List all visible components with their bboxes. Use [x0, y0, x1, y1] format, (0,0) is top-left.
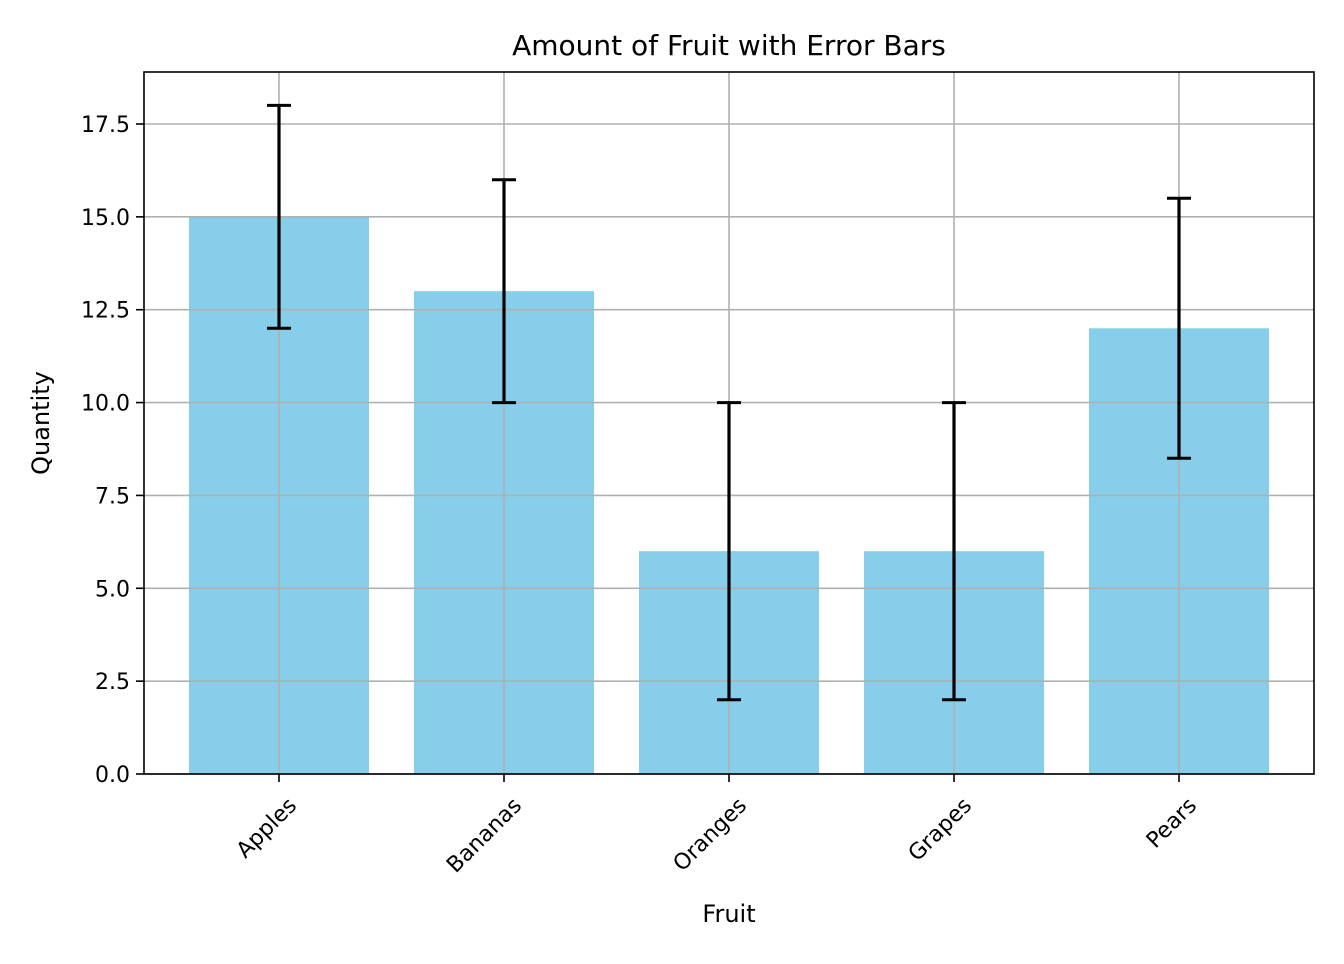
- y-axis-label: Quantity: [27, 371, 55, 475]
- y-tick-label: 15.0: [81, 206, 130, 231]
- bar-chart: 0.02.55.07.510.012.515.017.5 Apples Banan…: [0, 0, 1344, 960]
- y-tick-label: 12.5: [81, 299, 130, 324]
- y-tick-label: 5.0: [95, 577, 130, 602]
- chart-title: Amount of Fruit with Error Bars: [512, 29, 946, 62]
- y-tick-label: 0.0: [95, 763, 130, 788]
- chart-container: 0.0 2.5 5.0 7.5 10.0 12.5 15.0 17.5 Apples Banan…: [0, 0, 1344, 960]
- y-tick-label: 10.0: [81, 392, 130, 417]
- x-axis-label: Fruit: [702, 900, 755, 928]
- y-tick-label: 7.5: [95, 484, 130, 509]
- y-tick-label: 17.5: [81, 113, 130, 138]
- y-tick-label: 2.5: [95, 670, 130, 695]
